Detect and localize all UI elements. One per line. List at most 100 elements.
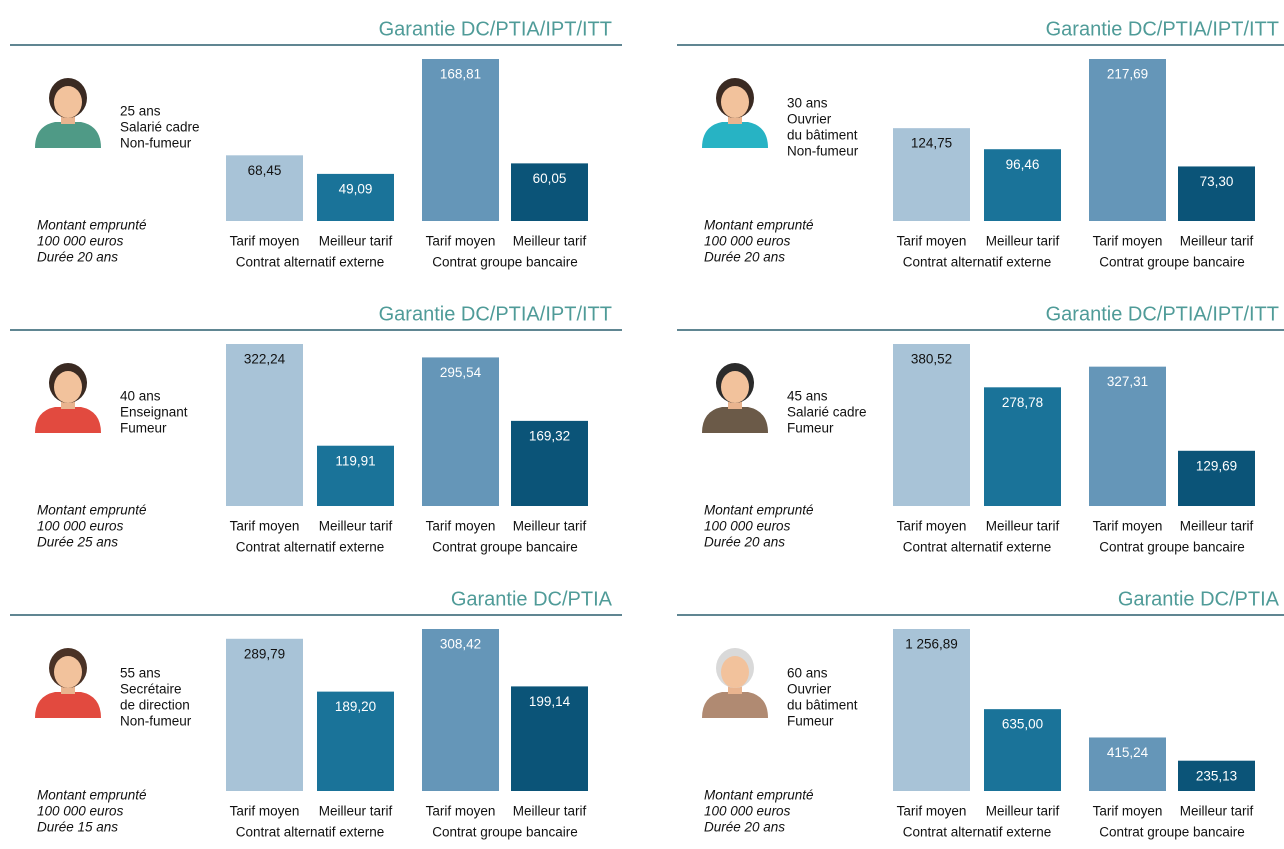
group-label: Contrat alternatif externe [903, 540, 1052, 555]
avatar-face [54, 371, 82, 403]
category-label: Meilleur tarif [1180, 804, 1254, 819]
avatar-face [54, 86, 82, 118]
chart-title: Garantie DC/PTIA [451, 588, 613, 610]
avatar-body [702, 122, 768, 148]
avatar-body [702, 407, 768, 433]
value-label: 289,79 [244, 646, 285, 661]
value-label: 308,42 [440, 637, 481, 652]
bar [317, 445, 394, 506]
note-line: 100 000 euros [37, 804, 124, 819]
group-label: Contrat alternatif externe [236, 825, 385, 840]
note-line: 100 000 euros [704, 804, 791, 819]
avatar-face [54, 656, 82, 688]
value-label: 60,05 [533, 171, 567, 186]
profile-line: 25 ans [120, 104, 161, 119]
value-label: 168,81 [440, 67, 481, 82]
value-label: 1 256,89 [905, 637, 958, 652]
avatar-body [35, 122, 101, 148]
note-line: Durée 20 ans [704, 250, 785, 265]
profile-line: Ouvrier [787, 682, 832, 697]
profile-line: 55 ans [120, 666, 161, 681]
profile-line: 60 ans [787, 666, 828, 681]
profile-line: Non-fumeur [120, 136, 192, 151]
bar [1089, 59, 1166, 221]
bar [511, 420, 588, 506]
bar [1178, 166, 1255, 221]
value-label: 327,31 [1107, 374, 1148, 389]
bar [1089, 737, 1166, 791]
bar [511, 163, 588, 221]
avatar-body [35, 407, 101, 433]
profile-line: Ouvrier [787, 112, 832, 127]
note-line: 100 000 euros [704, 234, 791, 249]
category-label: Meilleur tarif [513, 804, 587, 819]
profile-line: Enseignant [120, 405, 188, 420]
avatar-face [721, 656, 749, 688]
note-line: 100 000 euros [704, 519, 791, 534]
avatar-face [721, 86, 749, 118]
bar [511, 686, 588, 791]
avatar-body [702, 692, 768, 718]
value-label: 235,13 [1196, 768, 1237, 783]
value-label: 635,00 [1002, 717, 1043, 732]
profile-line: du bâtiment [787, 128, 858, 143]
value-label: 295,54 [440, 365, 482, 380]
note-line: Montant emprunté [704, 788, 814, 803]
bar [893, 344, 970, 506]
chart-title: Garantie DC/PTIA/IPT/ITT [1046, 303, 1279, 325]
bar [226, 344, 303, 506]
category-label: Meilleur tarif [986, 234, 1060, 249]
note-line: Durée 20 ans [704, 535, 785, 550]
bar [893, 128, 970, 221]
category-label: Tarif moyen [230, 234, 300, 249]
bar [226, 155, 303, 221]
bar [422, 59, 499, 221]
bar [422, 629, 499, 791]
value-label: 189,20 [335, 699, 376, 714]
bar [1089, 366, 1166, 506]
category-label: Tarif moyen [426, 234, 496, 249]
profile-line: Fumeur [787, 421, 834, 436]
note-line: Durée 15 ans [37, 820, 118, 835]
chart-title: Garantie DC/PTIA/IPT/ITT [379, 18, 612, 40]
note-line: 100 000 euros [37, 519, 124, 534]
note-line: 100 000 euros [37, 234, 124, 249]
value-label: 68,45 [248, 163, 282, 178]
note-line: Montant emprunté [37, 503, 147, 518]
value-label: 415,24 [1107, 745, 1149, 760]
bar [422, 357, 499, 506]
note-line: Durée 20 ans [704, 820, 785, 835]
bar [317, 173, 394, 221]
category-label: Tarif moyen [426, 804, 496, 819]
bar [1178, 450, 1255, 506]
value-label: 96,46 [1006, 157, 1040, 172]
profile-line: 40 ans [120, 389, 161, 404]
value-label: 129,69 [1196, 458, 1237, 473]
value-label: 278,78 [1002, 395, 1043, 410]
note-line: Durée 25 ans [37, 535, 118, 550]
value-label: 217,69 [1107, 67, 1148, 82]
value-label: 380,52 [911, 352, 952, 367]
category-label: Tarif moyen [230, 804, 300, 819]
avatar [35, 363, 101, 433]
bar [226, 638, 303, 791]
profile-line: Fumeur [120, 421, 167, 436]
profile-line: du bâtiment [787, 698, 858, 713]
value-label: 169,32 [529, 428, 570, 443]
category-label: Tarif moyen [1093, 804, 1163, 819]
profile-line: Salarié cadre [787, 405, 867, 420]
group-label: Contrat groupe bancaire [432, 540, 578, 555]
category-label: Meilleur tarif [986, 519, 1060, 534]
category-label: Meilleur tarif [986, 804, 1060, 819]
avatar-body [35, 692, 101, 718]
profile-line: Salarié cadre [120, 120, 200, 135]
group-label: Contrat alternatif externe [903, 825, 1052, 840]
profile-line: Fumeur [787, 714, 834, 729]
chart-title: Garantie DC/PTIA/IPT/ITT [1046, 18, 1279, 40]
group-label: Contrat groupe bancaire [1099, 255, 1245, 270]
category-label: Tarif moyen [426, 519, 496, 534]
group-label: Contrat alternatif externe [236, 255, 385, 270]
category-label: Tarif moyen [1093, 234, 1163, 249]
note-line: Montant emprunté [37, 788, 147, 803]
